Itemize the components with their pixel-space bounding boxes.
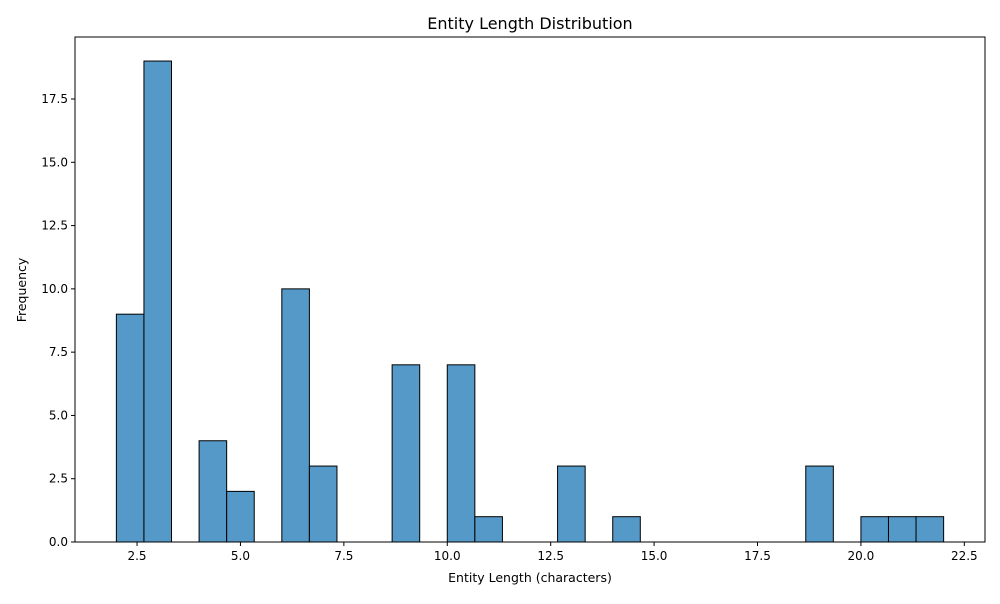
- histogram-bar: [281, 288, 310, 543]
- y-axis-label: Frequency: [14, 257, 29, 322]
- y-tick-label: 10.0: [41, 282, 68, 296]
- chart-title: Entity Length Distribution: [427, 14, 632, 33]
- histogram-bar: [226, 490, 255, 543]
- y-tick-label: 0.0: [49, 535, 68, 549]
- x-tick-label: 12.5: [537, 549, 564, 563]
- histogram-bar: [115, 313, 145, 543]
- x-tick-label: 20.0: [848, 549, 875, 563]
- y-tick-label: 2.5: [49, 472, 68, 486]
- histogram-bar: [446, 364, 476, 543]
- y-tick-label: 15.0: [41, 155, 68, 169]
- x-axis-label: Entity Length (characters): [448, 570, 612, 585]
- x-axis-ticks: 2.5 5.0 7.5 10.0 12.5 15.0 17.5 20.0 22.5: [127, 542, 978, 563]
- x-tick-label: 17.5: [744, 549, 771, 563]
- y-tick-label: 12.5: [41, 219, 68, 233]
- x-tick-label: 5.0: [231, 549, 250, 563]
- bars-group: [115, 60, 945, 543]
- histogram-bar: [915, 516, 945, 543]
- histogram-bar: [887, 516, 917, 543]
- x-tick-label: 7.5: [334, 549, 353, 563]
- plot-frame: [74, 36, 986, 543]
- x-tick-label: 22.5: [951, 549, 978, 563]
- y-tick-label: 5.0: [49, 408, 68, 422]
- histogram-bar: [308, 465, 338, 543]
- x-tick-label: 2.5: [127, 549, 146, 563]
- y-tick-label: 7.5: [49, 345, 68, 359]
- x-tick-label: 15.0: [641, 549, 668, 563]
- y-axis-ticks: 0.0 2.5 5.0 7.5 10.0 12.5 15.0 17.5: [41, 92, 75, 549]
- histogram-bar: [198, 440, 228, 543]
- y-tick-label: 17.5: [41, 92, 68, 106]
- histogram-bar: [805, 465, 834, 543]
- x-tick-label: 10.0: [434, 549, 461, 563]
- histogram-bar: [474, 516, 503, 543]
- histogram-bar: [860, 516, 889, 543]
- histogram-bar: [143, 60, 173, 543]
- histogram-bar: [612, 516, 641, 543]
- histogram-bar: [557, 465, 586, 543]
- histogram-bar: [391, 364, 421, 543]
